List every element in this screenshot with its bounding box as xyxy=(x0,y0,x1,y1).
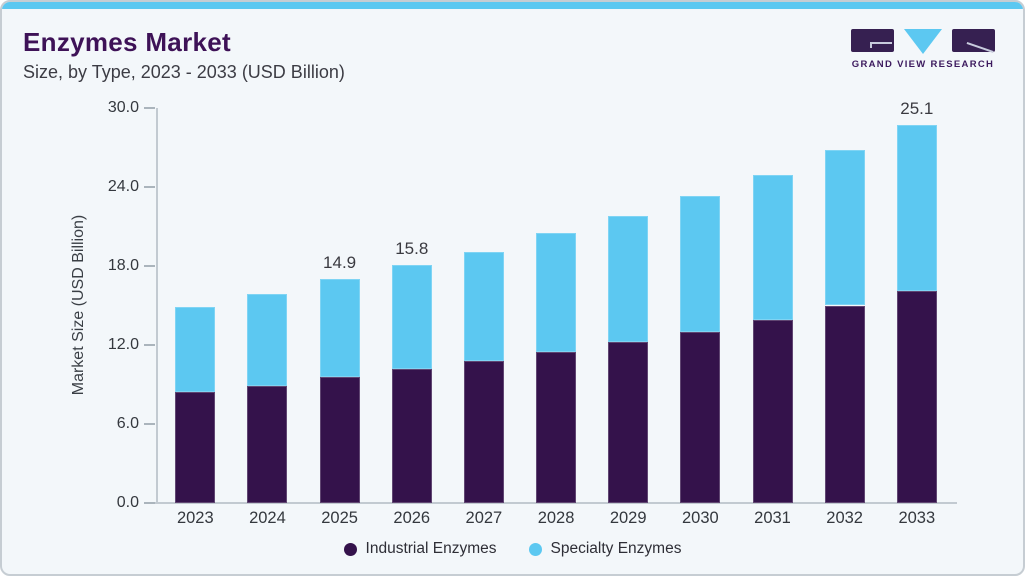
brand-logo-marks xyxy=(851,29,995,54)
y-axis-line xyxy=(156,108,158,503)
bar-segment-industrial-enzymes-2028 xyxy=(536,351,577,503)
logo-g-line xyxy=(870,42,892,44)
bar-segment-specialty-enzymes-2025 xyxy=(319,279,360,377)
legend: Industrial Enzymes Specialty Enzymes xyxy=(2,540,1023,558)
x-tick-label-2032: 2032 xyxy=(826,509,863,527)
logo-r-block-icon xyxy=(952,29,995,53)
y-axis-title: Market Size (USD Billion) xyxy=(70,214,87,396)
page-title: Enzymes Market xyxy=(23,27,231,57)
y-tick-mark-12.0 xyxy=(144,344,155,346)
bar-segment-industrial-enzymes-2032 xyxy=(824,305,865,503)
y-tick-mark-0.0 xyxy=(144,502,155,504)
x-tick-label-2028: 2028 xyxy=(537,509,575,527)
bar-segment-industrial-enzymes-2024 xyxy=(247,385,288,503)
bar-segment-industrial-enzymes-2026 xyxy=(391,368,432,503)
legend-swatch-specialty-enzymes xyxy=(528,542,542,556)
bar-segment-specialty-enzymes-2033 xyxy=(896,125,937,291)
data-label-2033: 25.1 xyxy=(900,99,934,119)
page-subtitle: Size, by Type, 2023 - 2033 (USD Billion) xyxy=(23,62,345,83)
y-tick-mark-18.0 xyxy=(144,265,155,267)
x-tick-label-2026: 2026 xyxy=(393,509,431,527)
bar-segment-industrial-enzymes-2027 xyxy=(463,360,504,503)
bar-segment-specialty-enzymes-2024 xyxy=(247,293,288,386)
y-tick-label-0.0: 0.0 xyxy=(116,494,139,511)
bar-segment-industrial-enzymes-2030 xyxy=(680,331,721,503)
y-tick-mark-24.0 xyxy=(144,186,155,188)
y-tick-label-12.0: 12.0 xyxy=(107,336,139,353)
bar-segment-industrial-enzymes-2029 xyxy=(608,342,649,503)
x-tick-label-2024: 2024 xyxy=(249,509,286,527)
logo-g-block-icon xyxy=(851,29,894,52)
bar-segment-industrial-enzymes-2033 xyxy=(896,291,937,503)
x-tick-label-2033: 2033 xyxy=(898,509,936,527)
y-tick-label-18.0: 18.0 xyxy=(107,257,139,274)
legend-label-industrial-enzymes: Industrial Enzymes xyxy=(365,540,497,557)
y-tick-label-6.0: 6.0 xyxy=(116,415,139,432)
bar-segment-specialty-enzymes-2029 xyxy=(608,215,649,343)
legend-label-specialty-enzymes: Specialty Enzymes xyxy=(550,540,682,557)
bar-segment-specialty-enzymes-2027 xyxy=(463,251,504,361)
bar-segment-industrial-enzymes-2031 xyxy=(752,319,793,503)
data-label-2025: 14.9 xyxy=(323,253,357,273)
x-tick-label-2025: 2025 xyxy=(321,509,358,527)
bar-segment-specialty-enzymes-2030 xyxy=(680,196,721,332)
x-tick-label-2031: 2031 xyxy=(754,509,791,527)
y-tick-mark-30.0 xyxy=(144,107,155,109)
y-tick-label-30.0: 30.0 xyxy=(107,99,139,116)
data-label-2026: 15.8 xyxy=(395,238,429,258)
y-tick-label-24.0: 24.0 xyxy=(107,178,139,195)
bar-segment-specialty-enzymes-2023 xyxy=(175,306,216,393)
bar-segment-industrial-enzymes-2025 xyxy=(319,376,360,503)
bar-segment-specialty-enzymes-2026 xyxy=(391,264,432,369)
x-tick-label-2027: 2027 xyxy=(465,509,503,527)
bar-segment-industrial-enzymes-2023 xyxy=(175,392,216,503)
brand-logo-text: GRAND VIEW RESEARCH xyxy=(851,59,995,70)
logo-r-line xyxy=(966,42,994,53)
logo-v-triangle-icon xyxy=(904,29,942,54)
legend-item-specialty-enzymes: Specialty Enzymes xyxy=(528,540,682,558)
brand-logo: GRAND VIEW RESEARCH xyxy=(851,29,995,70)
x-tick-label-2030: 2030 xyxy=(681,509,719,527)
top-accent-bar xyxy=(2,2,1023,9)
bar-segment-specialty-enzymes-2032 xyxy=(824,150,865,306)
legend-swatch-industrial-enzymes xyxy=(343,542,357,556)
bar-segment-specialty-enzymes-2028 xyxy=(536,233,577,352)
x-tick-label-2023: 2023 xyxy=(176,509,214,527)
chart-header: Enzymes Market Size, by Type, 2023 - 203… xyxy=(23,27,345,83)
legend-item-industrial-enzymes: Industrial Enzymes xyxy=(343,540,497,558)
x-tick-label-2029: 2029 xyxy=(609,509,647,527)
y-tick-mark-6.0 xyxy=(144,423,155,425)
logo-g-stub xyxy=(870,42,872,48)
bar-segment-specialty-enzymes-2031 xyxy=(752,175,793,320)
